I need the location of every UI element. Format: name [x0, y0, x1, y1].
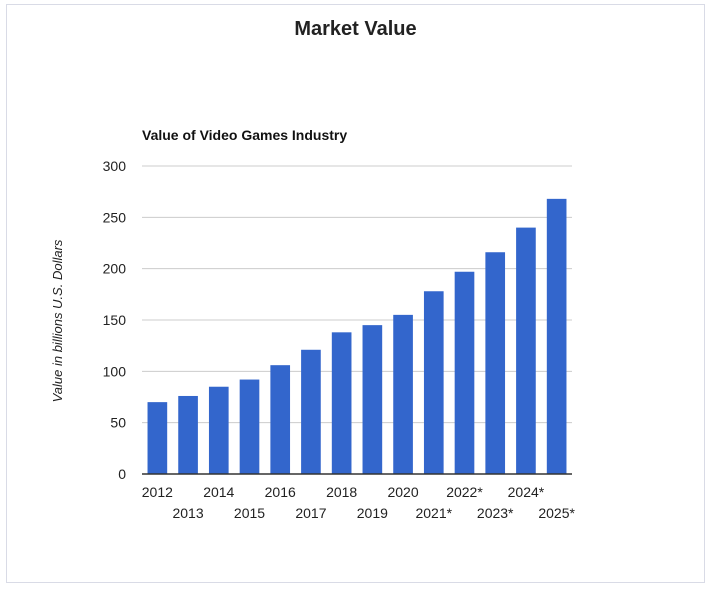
bar-2023-est [485, 252, 506, 474]
y-tick-label: 150 [103, 312, 127, 328]
y-tick-label: 100 [103, 363, 127, 379]
bar-2015 [239, 379, 260, 474]
x-tick-label: 2024* [508, 484, 545, 500]
x-tick-label: 2013 [172, 505, 203, 521]
bar-2020 [393, 314, 413, 474]
x-tick-label: 2012 [142, 484, 173, 500]
x-tick-label: 2022* [446, 484, 483, 500]
bar-2019 [362, 325, 383, 474]
page-title: Market Value [294, 18, 417, 40]
x-tick-label: 2021* [415, 505, 452, 521]
x-tick-label: 2014 [203, 484, 234, 500]
bar-2017 [301, 349, 321, 474]
y-tick-label: 200 [103, 261, 127, 277]
x-tick-label: 2018 [326, 484, 357, 500]
bar-2014 [208, 386, 229, 474]
x-tick-label: 2019 [357, 505, 388, 521]
x-tick-label: 2017 [295, 505, 326, 521]
chart-title: Value of Video Games Industry [142, 127, 347, 143]
bar-2025-est [546, 198, 567, 474]
chart-frame [6, 4, 705, 583]
bar-2018 [331, 332, 352, 474]
bar-2024-est [516, 227, 536, 474]
y-tick-label: 50 [110, 415, 126, 431]
x-tick-label: 2015 [234, 505, 265, 521]
bar-2016 [270, 365, 291, 474]
x-tick-label: 2025* [538, 505, 575, 521]
bar-2022-est [454, 271, 475, 474]
x-tick-label: 2020 [387, 484, 418, 500]
y-tick-label: 300 [103, 158, 127, 174]
y-tick-label: 0 [118, 466, 126, 482]
y-axis-label: Value in billions U.S. Dollars [50, 239, 65, 402]
y-tick-label: 250 [103, 209, 127, 225]
bar-2012 [147, 402, 168, 474]
bar-2013 [178, 395, 198, 474]
bar-2021-est [423, 291, 444, 474]
x-tick-label: 2016 [265, 484, 296, 500]
x-tick-label: 2023* [477, 505, 514, 521]
